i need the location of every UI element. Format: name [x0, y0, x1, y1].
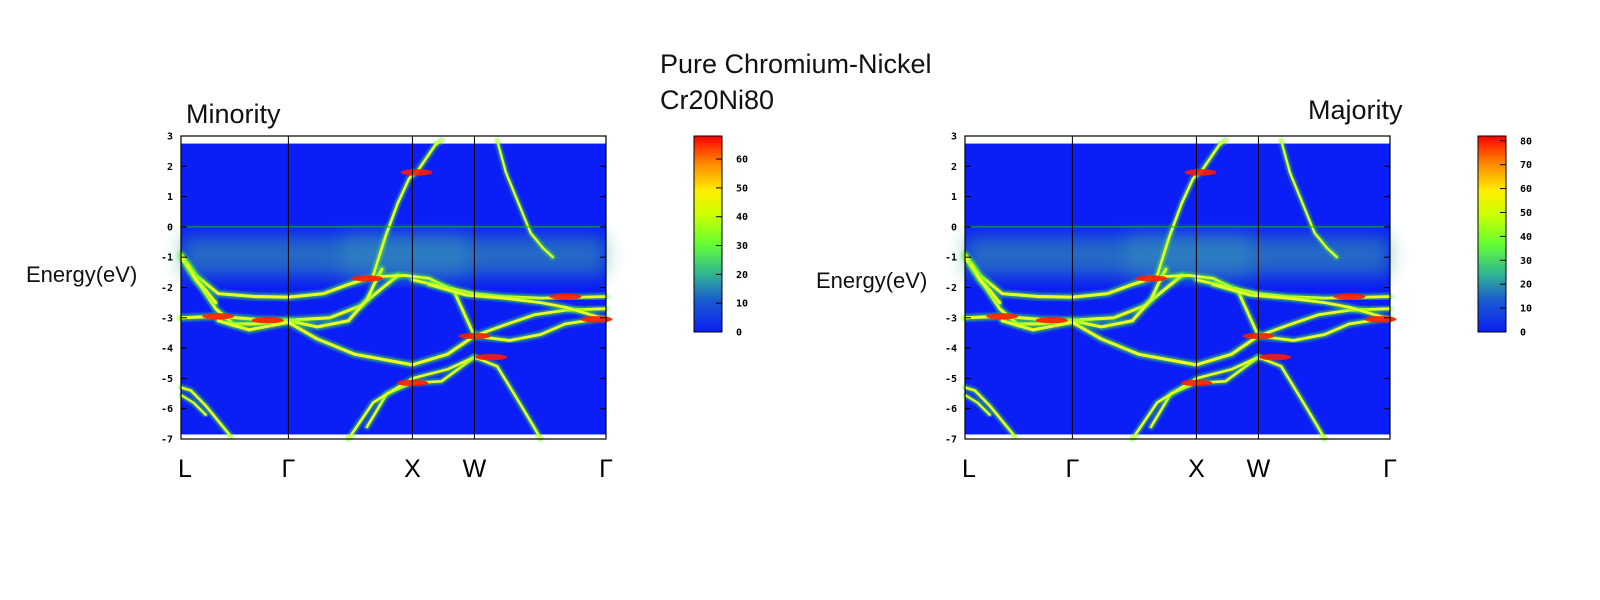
ytick-label: -1 — [945, 253, 957, 264]
colorbar-tick-label: 40 — [1520, 232, 1532, 243]
band-14 — [185, 263, 218, 305]
band-14 — [969, 263, 1002, 305]
colorbar-tick-label: 70 — [1520, 160, 1532, 171]
ytick-label: -4 — [161, 344, 173, 355]
colorbar-tick-label: 0 — [736, 328, 742, 339]
majority-title: Majority — [1308, 95, 1403, 125]
hot-spot-6 — [1364, 316, 1397, 323]
kpoint-label-1: Γ — [282, 455, 296, 483]
band-11 — [1257, 355, 1326, 441]
hot-spot-0 — [202, 313, 235, 320]
ytick-label: 3 — [167, 132, 173, 143]
kpoint-label-3: W — [1247, 455, 1271, 483]
ytick-label: -5 — [161, 374, 173, 385]
ytick-label: -1 — [161, 253, 173, 264]
minority-ylabel: Energy(eV) — [26, 262, 138, 287]
ytick-label: 1 — [167, 192, 173, 203]
ytick-label: 2 — [167, 162, 173, 173]
band-4 — [1155, 274, 1260, 338]
heatmap-background — [181, 143, 606, 435]
band-13 — [179, 393, 207, 416]
band-7 — [1211, 283, 1392, 321]
main-title: Pure Chromium-Nickel Cr20Ni80 — [660, 46, 932, 118]
ytick-label: -2 — [161, 283, 173, 294]
ytick-label: -3 — [161, 313, 173, 324]
colorbar-tick-label: 50 — [736, 183, 748, 194]
band-11 — [473, 355, 542, 441]
band-7 — [427, 283, 608, 321]
band-4 — [371, 274, 476, 338]
bands — [961, 137, 1397, 442]
colorbar-tick-label: 50 — [1520, 208, 1532, 219]
bands — [177, 137, 613, 442]
kpoint-label-2: X — [1188, 455, 1205, 483]
colorbar-tick-label: 0 — [1520, 328, 1526, 339]
kpoint-label-4: Γ — [599, 455, 613, 483]
band-8 — [1257, 316, 1392, 342]
colorbar-tick-label: 10 — [736, 299, 748, 310]
colorbar-tick-label: 40 — [736, 212, 748, 223]
kpoint-label-2: X — [404, 455, 421, 483]
diffuse-weight — [965, 232, 1390, 279]
ytick-label: 2 — [951, 162, 957, 173]
ytick-label: -3 — [945, 313, 957, 324]
ytick-label: -7 — [161, 435, 173, 446]
kpoint-label-0: L — [178, 455, 192, 483]
hot-spot-7 — [1259, 353, 1292, 361]
hot-spot-5 — [1333, 293, 1366, 300]
hot-spot-3 — [1184, 169, 1217, 176]
hot-spot-3 — [400, 169, 433, 176]
band-12 — [963, 386, 1016, 438]
main-title-line1: Pure Chromium-Nickel — [660, 49, 932, 79]
band-16 — [496, 139, 555, 259]
ytick-label: 3 — [951, 132, 957, 143]
ytick-label: 0 — [167, 222, 173, 233]
kpoint-label-1: Γ — [1066, 455, 1080, 483]
ytick-label: 0 — [951, 222, 957, 233]
band-16 — [1280, 139, 1339, 259]
band-12 — [179, 386, 232, 438]
ytick-label: 1 — [951, 192, 957, 203]
colorbar-tick-label: 20 — [1520, 280, 1532, 291]
main-title-line2: Cr20Ni80 — [660, 85, 775, 115]
kpoint-label-3: W — [463, 455, 487, 483]
band-13 — [963, 393, 991, 416]
heatmap-background — [965, 143, 1390, 435]
diffuse-weight — [181, 232, 606, 279]
hot-spot-5 — [549, 293, 582, 300]
hot-spot-2 — [351, 275, 384, 282]
hot-spot-0 — [986, 313, 1019, 320]
hot-spot-7 — [475, 353, 508, 361]
hot-spot-1 — [251, 317, 284, 324]
band-3 — [216, 319, 476, 367]
colorbar — [1477, 135, 1507, 333]
colorbar-tick-label: 80 — [1520, 136, 1532, 147]
colorbar-tick-label: 20 — [736, 270, 748, 281]
colorbar-tick-label: 10 — [1520, 304, 1532, 315]
band-3 — [1000, 319, 1260, 367]
ytick-label: -4 — [945, 344, 957, 355]
colorbar-tick-label: 30 — [736, 241, 748, 252]
hot-spot-2 — [1135, 275, 1168, 282]
hot-spot-6 — [580, 316, 613, 323]
ytick-label: -2 — [945, 283, 957, 294]
kpoint-label-4: Γ — [1383, 455, 1397, 483]
colorbar-tick-label: 60 — [1520, 184, 1532, 195]
hot-spot-1 — [1035, 317, 1068, 324]
band-8 — [473, 316, 608, 342]
ytick-label: -5 — [945, 374, 957, 385]
ytick-label: -6 — [161, 404, 173, 415]
kpoint-label-0: L — [962, 455, 976, 483]
majority-ylabel: Energy(eV) — [816, 268, 928, 293]
colorbar — [693, 135, 723, 333]
ytick-label: -7 — [945, 435, 957, 446]
ytick-label: -6 — [945, 404, 957, 415]
colorbar-tick-label: 60 — [736, 155, 748, 166]
colorbar-tick-label: 30 — [1520, 256, 1532, 267]
minority-title: Minority — [186, 99, 281, 129]
